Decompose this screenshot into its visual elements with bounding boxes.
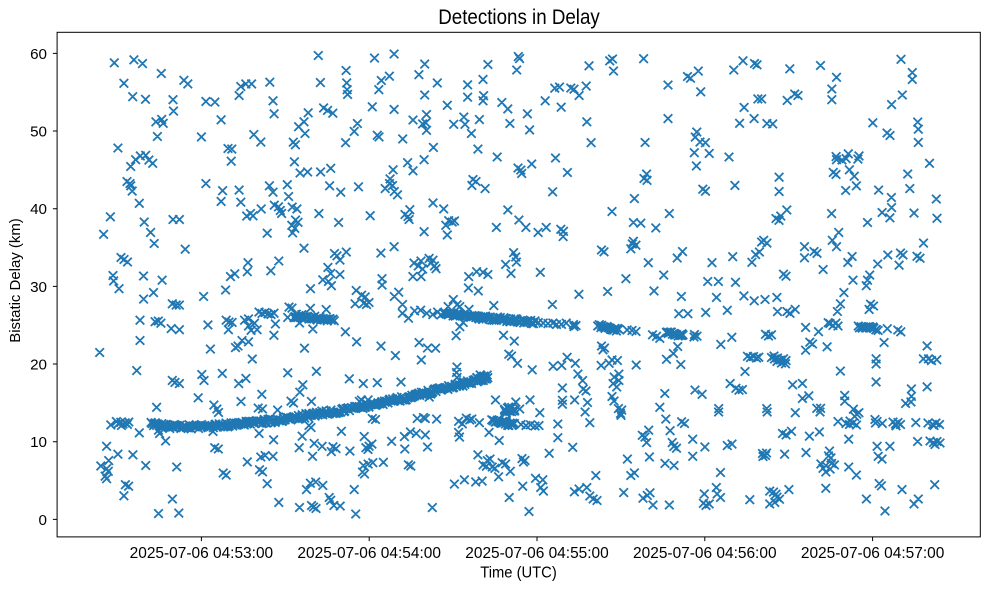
- svg-text:Time (UTC): Time (UTC): [480, 565, 557, 582]
- svg-text:2025-07-06 04:57:00: 2025-07-06 04:57:00: [801, 545, 945, 562]
- svg-text:20: 20: [30, 357, 47, 374]
- svg-text:10: 10: [30, 434, 47, 451]
- svg-text:Bistatic Delay (km): Bistatic Delay (km): [7, 218, 24, 343]
- svg-text:2025-07-06 04:54:00: 2025-07-06 04:54:00: [297, 545, 441, 562]
- svg-text:40: 40: [30, 201, 47, 218]
- svg-text:2025-07-06 04:55:00: 2025-07-06 04:55:00: [465, 545, 609, 562]
- svg-text:0: 0: [39, 512, 47, 529]
- svg-text:2025-07-06 04:53:00: 2025-07-06 04:53:00: [130, 545, 274, 562]
- svg-text:30: 30: [30, 279, 47, 296]
- svg-text:60: 60: [30, 46, 47, 63]
- svg-text:50: 50: [30, 124, 47, 141]
- svg-text:Detections in Delay: Detections in Delay: [438, 6, 600, 29]
- svg-text:2025-07-06 04:56:00: 2025-07-06 04:56:00: [633, 545, 777, 562]
